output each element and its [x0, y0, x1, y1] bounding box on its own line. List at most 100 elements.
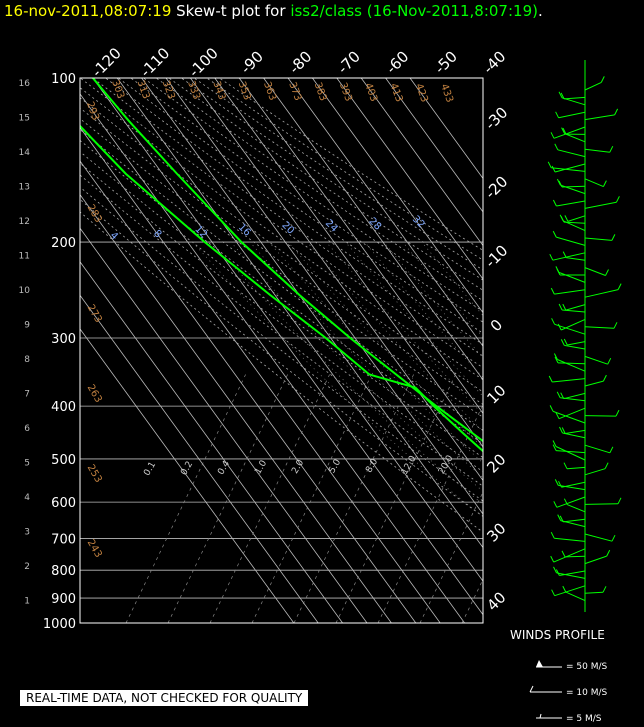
mixing-ratio-label-lower: 8.0 [364, 457, 380, 475]
wind-barb [554, 537, 586, 542]
wind-barb-flag [562, 585, 567, 593]
wind-barb [566, 466, 586, 470]
mixing-ratio-label-lower: 2.0 [290, 458, 306, 476]
wind-barb [564, 555, 586, 558]
dry-adiabat-line [80, 118, 483, 418]
temp-tick-label-right: 40 [483, 588, 509, 614]
wind-barb-flag [552, 444, 557, 451]
wind-barb [563, 518, 586, 523]
wind-barb-flag [553, 353, 558, 360]
isotherm-line [80, 93, 465, 623]
wind-barb-flag [611, 534, 616, 542]
wind-barb [558, 111, 586, 119]
wind-barb [560, 520, 586, 528]
height-km-label: 15 [19, 114, 30, 124]
wind-barb-flag [562, 127, 567, 135]
wind-barb [584, 326, 615, 329]
wind-barb-flag [617, 497, 622, 505]
pressure-tick-label: 300 [51, 332, 76, 347]
dry-adiabat-line [206, 78, 483, 261]
theta-label: 333 [185, 79, 202, 101]
dry-adiabat-line [193, 78, 483, 271]
pressure-tick-label: 1000 [43, 617, 76, 632]
chart-title: 16-nov-2011,08:07:19 Skew-t plot for iss… [4, 2, 543, 20]
theta-label: 423 [413, 82, 430, 104]
height-km-label: 7 [24, 390, 30, 400]
wind-barb [584, 415, 617, 417]
wind-barb-flag [563, 338, 568, 346]
isotherm-line [409, 78, 483, 180]
wind-barb [565, 591, 586, 602]
height-km-label: 13 [19, 183, 30, 193]
wind-barb-flag [558, 303, 563, 311]
wind-barb-flag [555, 412, 560, 419]
wind-barb-flag [555, 266, 560, 273]
isotherm-line [80, 160, 417, 623]
wind-barb [558, 407, 586, 420]
wind-barb-flag [555, 569, 560, 576]
isotherm-line [190, 78, 483, 482]
theta-label: 413 [388, 82, 405, 104]
theta-label: 293 [84, 100, 101, 122]
height-km-label: 1 [24, 597, 30, 607]
wind-barb [557, 149, 586, 158]
winds-profile-title: WINDS PROFILE [510, 628, 605, 642]
wind-barb-flag [609, 145, 614, 153]
temp-tick-label-top: -50 [431, 47, 461, 77]
theta-label: 373 [286, 81, 303, 103]
dry-adiabat-line [80, 97, 483, 393]
wind-barb-flag [561, 127, 566, 134]
height-km-label: 4 [24, 493, 30, 503]
pressure-tick-label: 800 [51, 564, 76, 579]
height-km-label: 16 [19, 79, 31, 89]
wind-barb [556, 236, 586, 246]
pressure-tick-label: 200 [51, 236, 76, 251]
theta-label-left: 273 [85, 303, 104, 325]
mixing-ratio-line [251, 374, 372, 623]
wind-barb [584, 178, 604, 188]
wind-barb-flag [549, 405, 554, 412]
moist-adiabat-line [364, 241, 483, 378]
wind-barb [584, 237, 612, 241]
temp-tick-label-top: -80 [285, 47, 315, 77]
temp-tick-label-top: -100 [185, 44, 222, 81]
isotherm-line [92, 78, 483, 616]
wind-barb [560, 397, 586, 402]
moist-adiabat-line [345, 241, 483, 397]
moist-adiabat-line [306, 241, 483, 432]
temp-tick-label-right: -20 [481, 172, 511, 202]
isotherm-line [80, 328, 295, 623]
wind-barb-flag [563, 498, 568, 505]
wind-barb [554, 163, 586, 173]
wind-barb [584, 355, 608, 365]
wind-barb-flag [553, 566, 557, 574]
theta-label: 393 [337, 81, 354, 103]
wind-barb-flag [550, 287, 555, 295]
isotherm-line [385, 78, 483, 213]
pressure-tick-label: 400 [51, 400, 76, 415]
quality-notice: REAL-TIME DATA, NOT CHECKED FOR QUALITY [20, 690, 309, 706]
wind-barb [560, 318, 586, 331]
moist-adiabat-line [402, 241, 483, 338]
wind-barb [554, 585, 586, 597]
dewpoint-trace [80, 124, 483, 453]
wind-barb-flag [558, 91, 563, 99]
wind-barb [564, 96, 586, 100]
isotherm-line [80, 126, 441, 623]
wind-barb [560, 184, 586, 195]
isotherm-line [312, 78, 483, 314]
isotherm-line [360, 78, 483, 247]
wind-barb-flag [552, 199, 557, 207]
pressure-tick-label: 500 [51, 453, 76, 468]
wind-barb-flag [563, 462, 568, 469]
wind-barb-flag [559, 214, 564, 222]
wind-barb [584, 81, 602, 91]
height-km-label: 14 [19, 148, 31, 158]
theta-label-left: 283 [85, 203, 104, 225]
wind-barb-flag [550, 531, 555, 539]
wind-barb [562, 432, 586, 439]
height-km-label: 5 [24, 459, 30, 469]
wind-barb-flag [555, 111, 560, 119]
mixing-ratio-label: 20 [279, 220, 296, 237]
